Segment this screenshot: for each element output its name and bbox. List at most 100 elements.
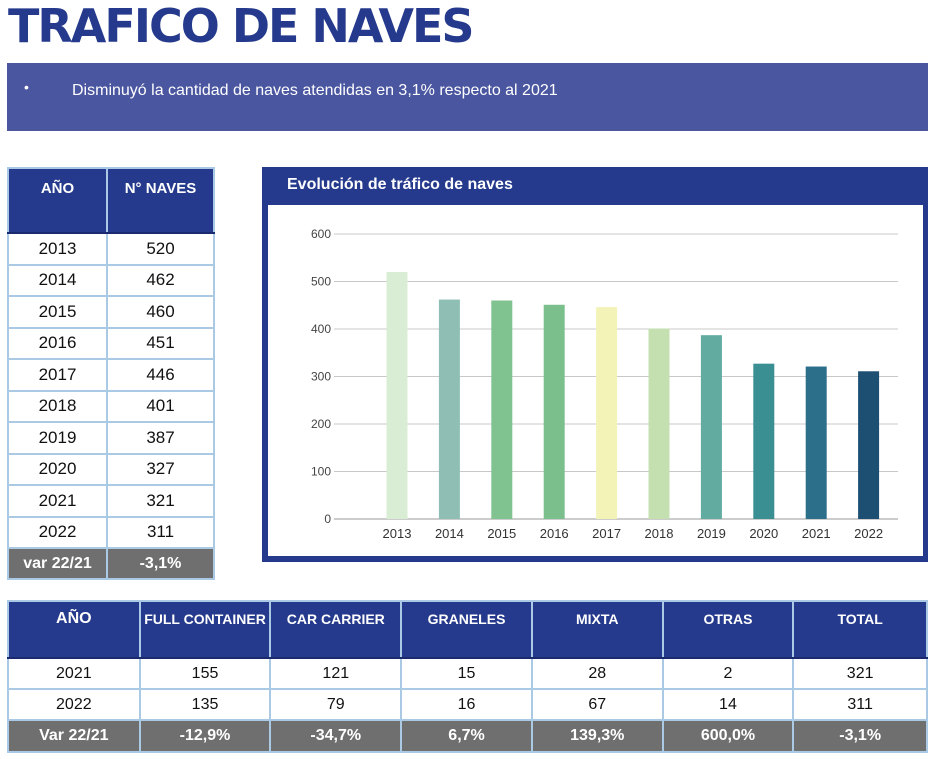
chart-title: Evolución de tráfico de naves	[287, 176, 513, 193]
full-container-cell: 135	[138, 688, 272, 721]
variation-row: Var 22/21 -12,9% -34,7% 6,7% 139,3% 600,0% -3,…	[7, 719, 928, 753]
bar-2019	[700, 335, 722, 519]
year-cell: 2018	[7, 389, 108, 423]
vessel-count-cell: 321	[106, 484, 215, 518]
bullet-icon: •	[24, 79, 29, 95]
total-cell: 321	[792, 657, 928, 690]
column-header-mixta: MIXTA	[530, 600, 664, 659]
car-carrier-cell: 121	[269, 657, 403, 690]
y-tick-label: 100	[311, 465, 331, 479]
x-tick-label: 2013	[383, 526, 412, 541]
year-cell: 2015	[7, 295, 108, 329]
bar-2017	[596, 307, 618, 519]
vessel-count-table: AÑO N° NAVES 2013 520 2014 462 2015 460 2016 45…	[7, 167, 215, 580]
year-cell: 2021	[7, 484, 108, 518]
chart-panel: Evolución de tráfico de naves 0 100 200 300…	[262, 167, 928, 562]
table-row: 2016 451	[7, 326, 215, 360]
vessel-count-cell: 520	[106, 232, 215, 266]
column-header-year: AÑO	[7, 167, 108, 234]
vessel-count-cell: 462	[106, 263, 215, 297]
full-container-cell: 155	[138, 657, 272, 690]
column-header-total: TOTAL	[792, 600, 928, 659]
vessel-count-cell: 446	[106, 358, 215, 392]
table-row: 2013 520	[7, 232, 215, 266]
vessel-count-cell: 387	[106, 421, 215, 455]
variation-value-graneles: 6,7%	[400, 719, 533, 753]
column-header-full-container: FULL CONTAINER	[138, 600, 272, 659]
table-row: 2015 460	[7, 295, 215, 329]
bar-2020	[753, 363, 775, 519]
variation-label: Var 22/21	[7, 719, 141, 753]
vessel-type-table: AÑO FULL CONTAINER CAR CARRIER GRANELES MIXT…	[7, 600, 928, 753]
y-tick-label: 600	[311, 227, 331, 241]
x-tick-label: 2017	[592, 526, 621, 541]
y-tick-label: 400	[311, 322, 331, 336]
bar-2016	[543, 304, 565, 519]
bar-2021	[805, 366, 827, 519]
x-tick-label: 2020	[749, 526, 778, 541]
variation-value-car-carrier: -34,7%	[269, 719, 403, 753]
y-tick-label: 0	[324, 512, 331, 526]
bar-2018	[648, 328, 670, 519]
bar-2013	[386, 272, 408, 519]
variation-value-total: -3,1%	[792, 719, 928, 753]
y-tick-label: 200	[311, 417, 331, 431]
table-row: 2018 401	[7, 389, 215, 423]
variation-value: -3,1%	[106, 547, 215, 580]
variation-value-otras: 600,0%	[661, 719, 795, 753]
vessel-count-cell: 451	[106, 326, 215, 360]
graneles-cell: 16	[400, 688, 533, 721]
summary-banner: • Disminuyó la cantidad de naves atendid…	[7, 63, 928, 131]
mixta-cell: 28	[530, 657, 664, 690]
page-title: TRAFICO DE NAVES	[8, 0, 475, 53]
year-cell: 2016	[7, 326, 108, 360]
variation-value-full-container: -12,9%	[138, 719, 272, 753]
year-cell: 2020	[7, 452, 108, 486]
table-row: 2014 462	[7, 263, 215, 297]
year-cell: 2014	[7, 263, 108, 297]
bar-chart: 0 100 200 300 400 500 600 2013 2014 2015 2016 2017 2…	[268, 205, 923, 556]
x-tick-label: 2021	[802, 526, 831, 541]
variation-label: var 22/21	[7, 547, 108, 580]
table-row: 2019 387	[7, 421, 215, 455]
table-row: 2020 327	[7, 452, 215, 486]
column-header-car-carrier: CAR CARRIER	[269, 600, 403, 659]
vessel-count-cell: 460	[106, 295, 215, 329]
table-row: 2022 311	[7, 515, 215, 549]
table-row: 2021 321	[7, 484, 215, 518]
x-tick-label: 2016	[540, 526, 569, 541]
column-header-otras: OTRAS	[661, 600, 795, 659]
car-carrier-cell: 79	[269, 688, 403, 721]
year-cell: 2013	[7, 232, 108, 266]
graneles-cell: 15	[400, 657, 533, 690]
summary-text: Disminuyó la cantidad de naves atendidas…	[72, 82, 558, 99]
bar-2015	[491, 300, 513, 519]
x-tick-label: 2019	[697, 526, 726, 541]
variation-value-mixta: 139,3%	[530, 719, 664, 753]
variation-row: var 22/21 -3,1%	[7, 547, 215, 580]
y-tick-label: 500	[311, 275, 331, 289]
table-row: 2021 155 121 15 28 2 321	[7, 657, 928, 690]
year-cell: 2021	[7, 657, 141, 690]
vessel-count-cell: 401	[106, 389, 215, 423]
y-tick-label: 300	[311, 370, 331, 384]
column-header-year: AÑO	[7, 600, 141, 659]
column-header-graneles: GRANELES	[400, 600, 533, 659]
table-row: 2017 446	[7, 358, 215, 392]
mixta-cell: 67	[530, 688, 664, 721]
bar-2014	[438, 299, 460, 519]
column-header-vessels: N° NAVES	[106, 167, 215, 234]
bar-2022	[858, 371, 880, 519]
year-cell: 2022	[7, 515, 108, 549]
year-cell: 2017	[7, 358, 108, 392]
total-cell: 311	[792, 688, 928, 721]
x-tick-label: 2022	[854, 526, 883, 541]
vessel-count-cell: 311	[106, 515, 215, 549]
x-tick-label: 2014	[435, 526, 464, 541]
otras-cell: 14	[661, 688, 795, 721]
x-tick-label: 2015	[487, 526, 516, 541]
otras-cell: 2	[661, 657, 795, 690]
year-cell: 2022	[7, 688, 141, 721]
vessel-count-cell: 327	[106, 452, 215, 486]
x-tick-label: 2018	[645, 526, 674, 541]
